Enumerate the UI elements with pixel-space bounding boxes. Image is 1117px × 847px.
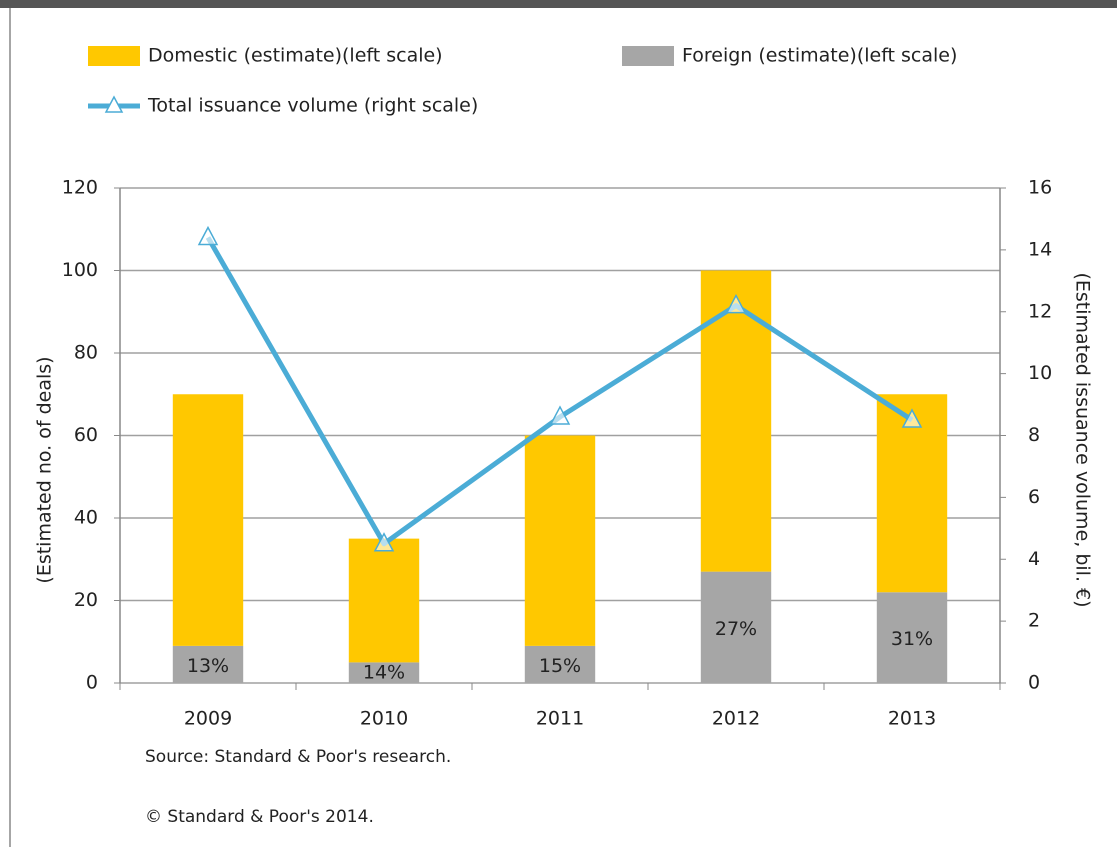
x-tick-label: 2012 — [712, 708, 760, 730]
legend-swatch — [88, 46, 140, 66]
bar-segment — [172, 645, 244, 683]
bar-label: 13% — [187, 655, 229, 677]
y-tick-label: 120 — [62, 177, 98, 199]
x-tick-label: 2013 — [888, 708, 936, 730]
bar-segment — [700, 571, 772, 683]
line-marker — [197, 225, 219, 246]
bar-segment — [524, 645, 596, 683]
bar-label: 14% — [363, 662, 405, 684]
legend-swatch — [622, 46, 674, 66]
source-note: Source: Standard & Poor's research. — [145, 747, 451, 767]
y-tick-label: 0 — [86, 672, 98, 694]
bar-label: 27% — [715, 618, 757, 640]
y2-tick-label: 6 — [1028, 486, 1040, 508]
bar-segment — [524, 435, 596, 646]
bar-segment — [876, 592, 948, 683]
legend-marker — [104, 95, 124, 113]
bar-segment — [172, 394, 244, 646]
legend-label: Total issuance volume (right scale) — [147, 95, 478, 117]
y2-axis-title: (Estimated issuance volume, bil. €) — [1072, 272, 1094, 607]
top-border — [0, 0, 1117, 8]
line-marker — [725, 293, 747, 314]
y2-tick-label: 8 — [1028, 424, 1040, 446]
y-tick-label: 60 — [74, 424, 98, 446]
y-tick-label: 40 — [74, 507, 98, 529]
legend-label: Foreign (estimate)(left scale) — [682, 45, 957, 67]
y2-tick-label: 16 — [1028, 177, 1052, 199]
y-axis-title: (Estimated no. of deals) — [34, 356, 56, 583]
y-tick-label: 100 — [62, 259, 98, 281]
copyright-note: © Standard & Poor's 2014. — [145, 807, 374, 827]
x-tick-label: 2009 — [184, 708, 232, 730]
y2-tick-label: 2 — [1028, 610, 1040, 632]
y2-tick-label: 0 — [1028, 672, 1040, 694]
legend-label: Domestic (estimate)(left scale) — [148, 45, 443, 67]
y2-tick-label: 10 — [1028, 362, 1052, 384]
line-marker — [901, 408, 923, 428]
y-tick-label: 20 — [74, 589, 98, 611]
line-marker — [549, 405, 571, 425]
x-tick-label: 2011 — [536, 708, 584, 730]
line-marker — [373, 532, 395, 552]
y2-tick-label: 4 — [1028, 548, 1040, 570]
bar-segment — [348, 538, 420, 663]
bar-label: 31% — [891, 628, 933, 650]
bar-segment — [348, 662, 420, 683]
bar-segment — [700, 270, 772, 572]
bar-label: 15% — [539, 655, 581, 677]
x-tick-label: 2010 — [360, 708, 408, 730]
y2-tick-label: 14 — [1028, 238, 1052, 260]
y-tick-label: 80 — [74, 342, 98, 364]
y2-tick-label: 12 — [1028, 300, 1052, 322]
